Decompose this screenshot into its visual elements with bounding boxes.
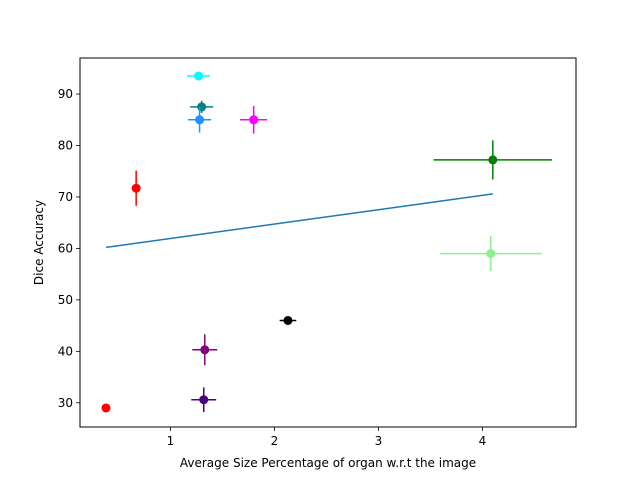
point-marker xyxy=(131,183,141,193)
data-point xyxy=(188,106,212,133)
x-tick-label: 3 xyxy=(375,434,383,448)
x-tick-label: 4 xyxy=(479,434,487,448)
data-point xyxy=(240,105,268,134)
data-point xyxy=(101,403,111,413)
y-tick-label: 50 xyxy=(58,293,73,307)
y-axis-label: Dice Accuracy xyxy=(32,200,46,285)
x-axis-ticks: 1 2 3 4 xyxy=(167,427,487,448)
point-marker xyxy=(200,345,210,355)
data-point xyxy=(187,71,210,81)
data-point xyxy=(433,140,553,180)
data-point xyxy=(439,236,542,272)
y-tick-label: 30 xyxy=(58,396,73,410)
y-tick-label: 40 xyxy=(58,344,73,358)
data-point xyxy=(191,387,217,413)
data-point xyxy=(279,315,297,325)
x-axis-label: Average Size Percentage of organ w.r.t t… xyxy=(180,456,476,470)
point-marker xyxy=(249,115,259,125)
y-tick-label: 60 xyxy=(58,241,73,255)
plot-content xyxy=(101,71,553,413)
point-marker xyxy=(195,115,205,125)
point-marker xyxy=(101,403,111,413)
y-axis-ticks: 30 40 50 60 70 80 90 xyxy=(58,87,80,410)
y-tick-label: 80 xyxy=(58,138,73,152)
data-point xyxy=(192,334,218,366)
data-point xyxy=(131,170,141,206)
x-tick-label: 2 xyxy=(271,434,279,448)
point-marker xyxy=(283,315,293,325)
point-marker xyxy=(194,71,204,81)
trend-line xyxy=(105,193,493,249)
point-marker xyxy=(197,102,207,112)
point-marker xyxy=(486,249,496,259)
y-tick-label: 70 xyxy=(58,190,73,204)
data-point xyxy=(190,100,214,114)
point-marker xyxy=(488,155,498,165)
axes-frame xyxy=(79,57,577,428)
point-marker xyxy=(199,395,209,405)
y-tick-label: 90 xyxy=(58,87,73,101)
x-tick-label: 1 xyxy=(167,434,175,448)
